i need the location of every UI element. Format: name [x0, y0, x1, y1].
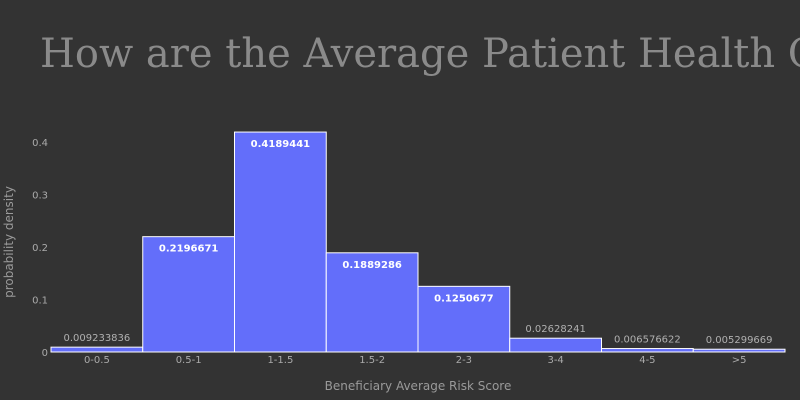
data-labels: 0.009233836 0.2196671 0.4189441 0.1889286 0.… — [63, 139, 772, 346]
y-axis-title: probability density — [2, 186, 16, 298]
data-label-2: 0.4189441 — [251, 139, 311, 150]
x-axis-title: Beneficiary Average Risk Score — [325, 379, 512, 393]
bars — [50, 131, 786, 353]
bar-5 — [509, 337, 602, 353]
bar-4 — [417, 285, 511, 353]
y-tick-label-0: 0 — [42, 348, 48, 359]
data-label-0: 0.009233836 — [63, 333, 130, 344]
data-label-4: 0.1250677 — [434, 293, 494, 304]
bar-1 — [142, 236, 235, 353]
x-tick-label-6: 4-5 — [639, 355, 655, 366]
bar-0 — [50, 346, 144, 353]
bar-6 — [601, 348, 694, 353]
x-tick-label-1: 0.5-1 — [176, 355, 202, 366]
x-tick-label-7: >5 — [732, 355, 747, 366]
x-tick-label-5: 3-4 — [547, 355, 563, 366]
x-tick-label-4: 2-3 — [456, 355, 472, 366]
data-label-3: 0.1889286 — [342, 260, 402, 271]
bar-3 — [325, 252, 419, 353]
x-tick-label-0: 0-0.5 — [84, 355, 110, 366]
data-label-1: 0.2196671 — [159, 244, 219, 255]
y-tick-label-1: 0.1 — [32, 296, 48, 307]
bar-7 — [692, 348, 786, 353]
x-axis-ticks: 0-0.5 0.5-1 1-1.5 1.5-2 2-3 3-4 4-5 >5 — [84, 355, 747, 366]
bar-2 — [234, 131, 327, 353]
y-tick-label-4: 0.4 — [32, 138, 48, 149]
data-label-6: 0.006576622 — [614, 335, 681, 346]
y-tick-label-2: 0.2 — [32, 243, 48, 254]
data-label-5: 0.02628241 — [525, 324, 585, 335]
data-label-7: 0.005299669 — [706, 335, 773, 346]
y-axis-ticks: 0 0.1 0.2 0.3 0.4 — [32, 138, 48, 359]
x-tick-label-3: 1.5-2 — [359, 355, 385, 366]
chart-title: How are the Average Patient Health Condi… — [40, 31, 800, 77]
x-tick-label-2: 1-1.5 — [267, 355, 293, 366]
y-tick-label-3: 0.3 — [32, 191, 48, 202]
